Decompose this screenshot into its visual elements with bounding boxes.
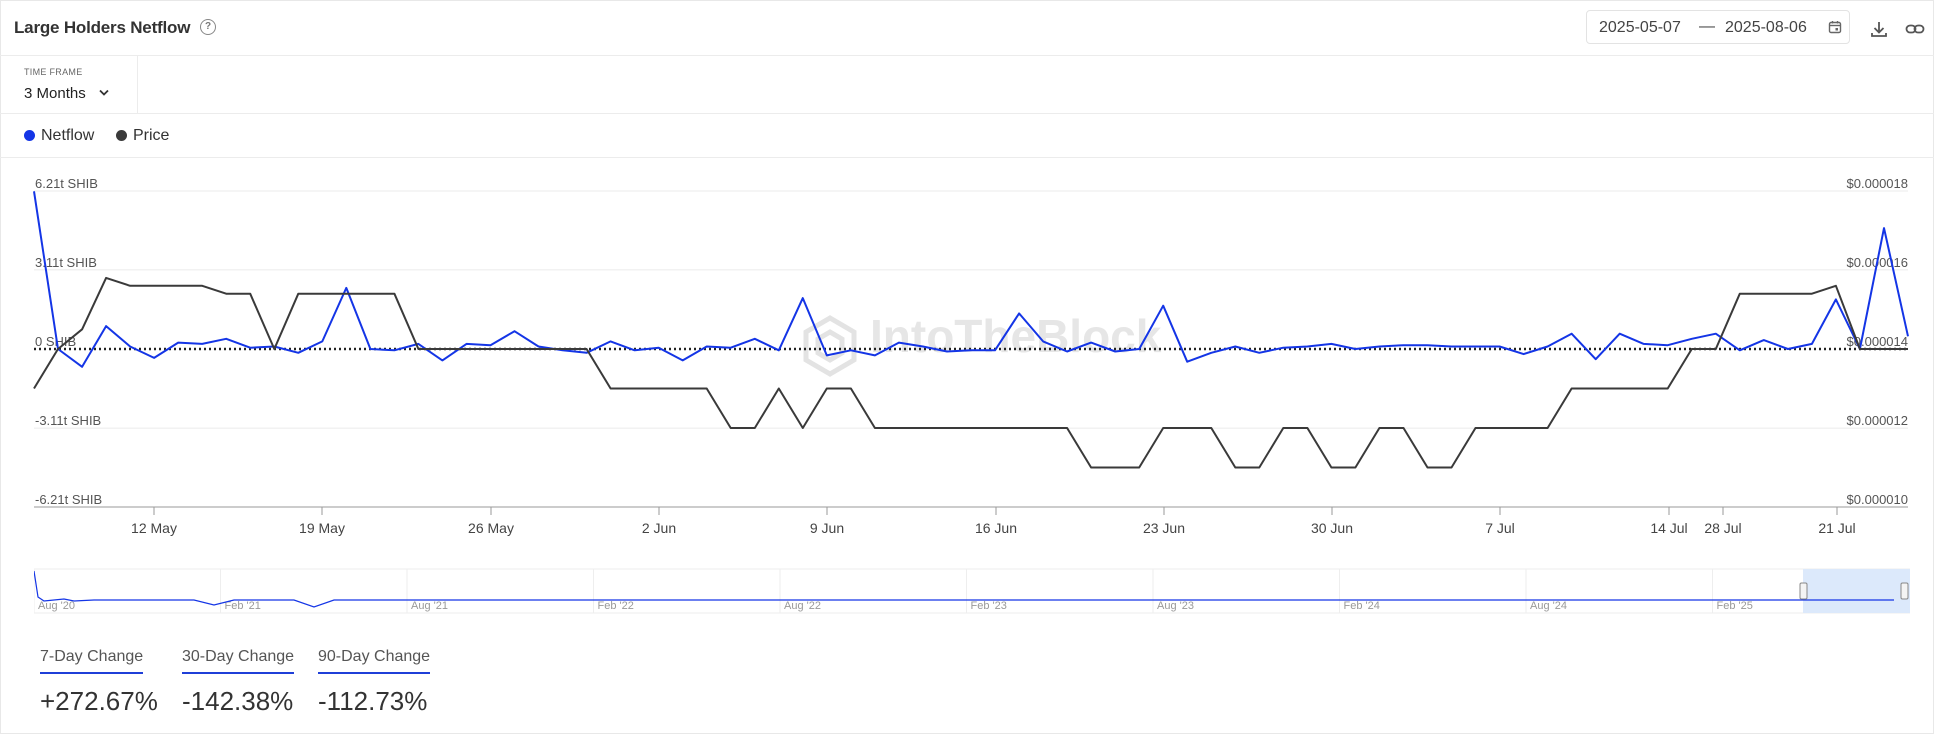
y-left-tick-label: -6.21t SHIB <box>35 492 102 507</box>
widget-header: Large Holders Netflow ? 2025-05-07 — 202… <box>0 0 1934 56</box>
navigator-label: Feb '21 <box>225 600 261 612</box>
x-tick-label: 26 May <box>468 520 514 536</box>
navigator-label: Feb '25 <box>1717 600 1753 612</box>
navigator-handle-left[interactable] <box>1799 582 1808 600</box>
navigator-label: Aug '23 <box>1157 600 1194 612</box>
navigator-label: Aug '22 <box>784 600 821 612</box>
change-90day-label[interactable]: 90-Day Change <box>318 648 431 674</box>
legend-label-netflow: Netflow <box>41 127 95 144</box>
x-tick-label: 2 Jun <box>642 520 676 536</box>
navigator-series-line <box>34 570 1894 608</box>
watermark-icon <box>803 315 857 377</box>
date-range-picker[interactable]: 2025-05-07 — 2025-08-06 <box>1586 10 1850 44</box>
chevron-down-icon[interactable] <box>98 88 110 98</box>
change-90day: 90-Day Change -112.73% <box>318 648 431 717</box>
legend-marker-price <box>116 130 127 141</box>
navigator-label: Aug '20 <box>38 600 75 612</box>
x-tick-label: 28 Jul <box>1704 520 1741 536</box>
y-right-tick-label: $0.000018 <box>1847 176 1908 191</box>
change-30day-label[interactable]: 30-Day Change <box>182 648 295 674</box>
y-left-tick-label: -3.11t SHIB <box>35 413 101 428</box>
navigator-label: Aug '24 <box>1530 600 1567 612</box>
y-left-tick-label: 0 SHIB <box>35 334 76 349</box>
question-circle-icon[interactable]: ? <box>200 19 216 35</box>
main-chart[interactable]: IntoTheBlock 6.21t SHIB 3.11t SHIB 0 SHIB -3… <box>0 160 1934 550</box>
y-right-tick-label: $0.000010 <box>1847 492 1908 507</box>
y-right-tick-label: $0.000012 <box>1847 413 1908 428</box>
legend-label-price: Price <box>133 127 170 144</box>
series-line-netflow[interactable] <box>33 191 1909 368</box>
change-7day-value: +272.67% <box>40 686 158 716</box>
date-separator: — <box>1699 18 1715 35</box>
navigator-selection[interactable] <box>1803 569 1910 613</box>
calendar-icon[interactable] <box>1828 20 1842 34</box>
x-tick-label: 21 Jul <box>1818 520 1855 536</box>
legend-item-netflow[interactable]: Netflow <box>24 127 94 145</box>
watermark-logo: IntoTheBlock <box>803 310 1162 377</box>
x-tick-label: 14 Jul <box>1650 520 1687 536</box>
x-tick-label: 30 Jun <box>1311 520 1353 536</box>
navigator-label: Feb '24 <box>1344 600 1380 612</box>
timeframe-label: TIME FRAME <box>24 67 83 77</box>
change-30day: 30-Day Change -142.38% <box>182 648 295 717</box>
navigator-label: Feb '22 <box>598 600 634 612</box>
timeframe-select[interactable]: TIME FRAME 3 Months <box>12 56 138 114</box>
change-30day-value: -142.38% <box>182 686 294 716</box>
date-to[interactable]: 2025-08-06 <box>1725 19 1807 36</box>
navigator-label: Aug '21 <box>411 600 448 612</box>
change-90day-value: -112.73% <box>318 686 428 716</box>
change-7day: 7-Day Change +272.67% <box>40 648 158 717</box>
widget-title: Large Holders Netflow <box>14 18 191 37</box>
x-tick-label: 7 Jul <box>1485 520 1515 536</box>
timeframe-value[interactable]: 3 Months <box>24 85 86 102</box>
x-tick-label: 19 May <box>299 520 345 536</box>
series-line-price[interactable] <box>33 276 1908 469</box>
link-icon[interactable] <box>1904 18 1926 40</box>
x-tick-label: 16 Jun <box>975 520 1017 536</box>
navigator-label: Feb '23 <box>971 600 1007 612</box>
x-tick-label: 12 May <box>131 520 177 536</box>
date-from[interactable]: 2025-05-07 <box>1599 19 1681 36</box>
legend-item-price[interactable]: Price <box>116 127 169 145</box>
navigator-background <box>34 568 1910 614</box>
x-tick-label: 23 Jun <box>1143 520 1185 536</box>
timeframe-bar: TIME FRAME 3 Months <box>0 56 1934 114</box>
download-icon[interactable] <box>1868 18 1890 40</box>
navigator-handle-right[interactable] <box>1900 582 1909 600</box>
y-left-tick-label: 6.21t SHIB <box>35 176 98 191</box>
change-7day-label[interactable]: 7-Day Change <box>40 648 144 674</box>
legend: Netflow Price <box>0 114 1934 158</box>
legend-marker-netflow <box>24 130 35 141</box>
navigator-minimap[interactable]: Aug '20 Feb '21 Aug '21 Feb '22 Aug '22 Feb '… <box>34 567 1910 615</box>
x-tick-label: 9 Jun <box>810 520 844 536</box>
y-left-tick-label: 3.11t SHIB <box>35 255 97 270</box>
